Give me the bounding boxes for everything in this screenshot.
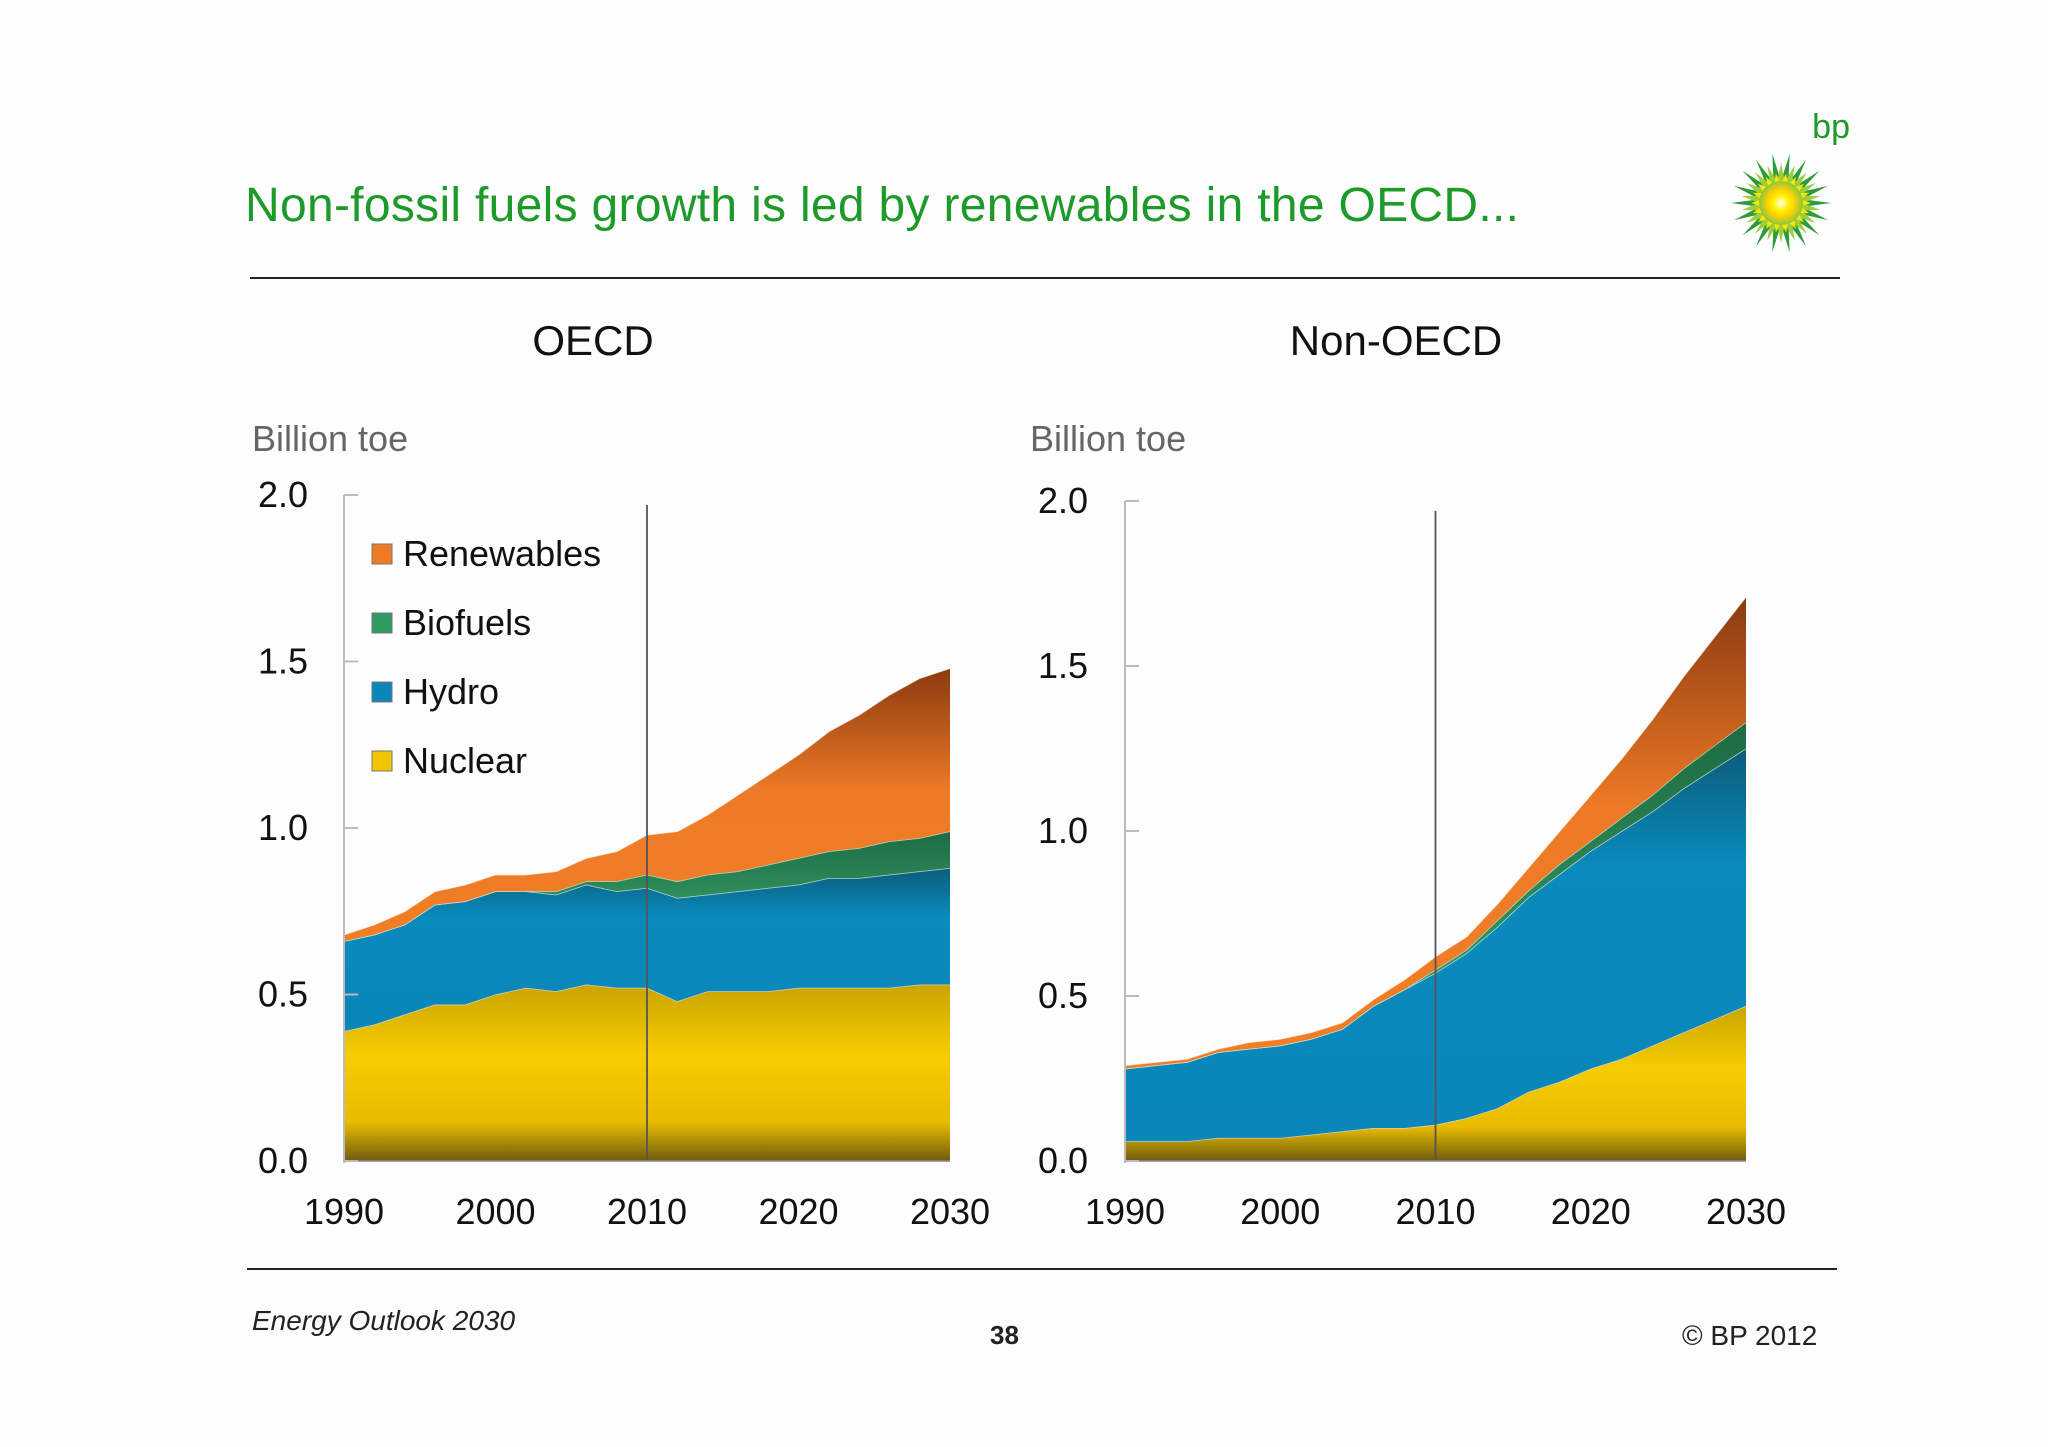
helios-ray: [1731, 199, 1760, 207]
helios-ray: [1746, 183, 1765, 196]
slide-title: Non-fossil fuels growth is led by renewa…: [245, 179, 1520, 232]
y-tick-label: 1.0: [1038, 810, 1088, 851]
legend-swatch-nuclear: [371, 750, 393, 772]
bp-logo: bp: [1720, 110, 1850, 260]
legend-swatch-biofuels: [371, 612, 393, 634]
header-rule: [250, 277, 1840, 279]
x-tick-label: 2000: [455, 1191, 535, 1232]
helios-ray: [1777, 163, 1785, 182]
helios-ray: [1802, 199, 1831, 207]
chart-title: Non-OECD: [1290, 317, 1502, 364]
helios-ray: [1755, 172, 1770, 189]
helios-ray: [1792, 172, 1807, 189]
y-tick-label: 0.5: [1038, 975, 1088, 1016]
helios-ray: [1800, 199, 1811, 207]
area-nuclear: [1125, 1005, 1746, 1161]
footer-publication: Energy Outlook 2030: [252, 1305, 516, 1336]
y-tick-label: 1.0: [258, 807, 308, 848]
chart-panel-1: Non-OECD Billion toe 0.0 0.5 1.0 1.5 2.0 1990 20…: [1030, 317, 1786, 1232]
chart-panel-0: OECD Billion toe 0.0 0.5 1.0 1.5 2.0 1990 2000 20…: [252, 317, 990, 1232]
helios-icon: [1731, 153, 1831, 253]
bp-logo-text: bp: [1812, 108, 1850, 146]
x-tick-label: 2030: [1706, 1191, 1786, 1232]
helios-ray: [1792, 217, 1807, 234]
helios-ray: [1797, 210, 1816, 223]
y-axis-label: Billion toe: [252, 418, 408, 459]
x-tick-label: 2010: [1395, 1191, 1475, 1232]
helios-ray: [1788, 219, 1806, 247]
chart-title: OECD: [532, 317, 653, 364]
helios-ray: [1756, 219, 1774, 247]
x-tick-label: 2020: [758, 1191, 838, 1232]
x-tick-label: 2010: [607, 1191, 687, 1232]
y-axis-label: Billion toe: [1030, 418, 1186, 459]
helios-ray: [1784, 165, 1795, 184]
helios-ray: [1767, 165, 1778, 184]
legend-label-biofuels: Biofuels: [403, 602, 531, 643]
helios-ray: [1741, 203, 1761, 211]
helios-ray: [1777, 224, 1785, 243]
legend-label-nuclear: Nuclear: [403, 740, 527, 781]
y-tick-label: 1.5: [1038, 645, 1088, 686]
y-tick-label: 0.0: [1038, 1140, 1088, 1181]
copyright: © BP 2012: [1682, 1320, 1818, 1351]
area-hydro: [1125, 748, 1746, 1142]
x-tick-label: 2020: [1551, 1191, 1631, 1232]
helios-ray: [1767, 222, 1778, 241]
legend-label-hydro: Hydro: [403, 671, 499, 712]
helios-ray: [1741, 195, 1761, 203]
helios-ray: [1801, 203, 1821, 211]
y-tick-label: 2.0: [1038, 480, 1088, 521]
helios-ray: [1751, 199, 1762, 207]
helios-ray: [1755, 217, 1770, 234]
helios-ray: [1788, 159, 1806, 187]
legend-label-renewables: Renewables: [403, 533, 601, 574]
helios-ray: [1801, 195, 1821, 203]
helios-ray: [1756, 159, 1774, 187]
y-tick-label: 2.0: [258, 474, 308, 515]
y-tick-label: 0.0: [258, 1140, 308, 1181]
footer-rule: [247, 1268, 1837, 1270]
helios-ray: [1797, 183, 1816, 196]
x-tick-label: 2030: [910, 1191, 990, 1232]
y-tick-label: 0.5: [258, 974, 308, 1015]
x-tick-label: 1990: [1085, 1191, 1165, 1232]
page-number: 38: [990, 1320, 1019, 1350]
legend-swatch-hydro: [371, 681, 393, 703]
legend-swatch-renewables: [371, 543, 393, 565]
x-tick-label: 1990: [304, 1191, 384, 1232]
x-tick-label: 2000: [1240, 1191, 1320, 1232]
y-tick-label: 1.5: [258, 641, 308, 682]
helios-ray: [1784, 222, 1795, 241]
helios-ray: [1746, 210, 1765, 223]
